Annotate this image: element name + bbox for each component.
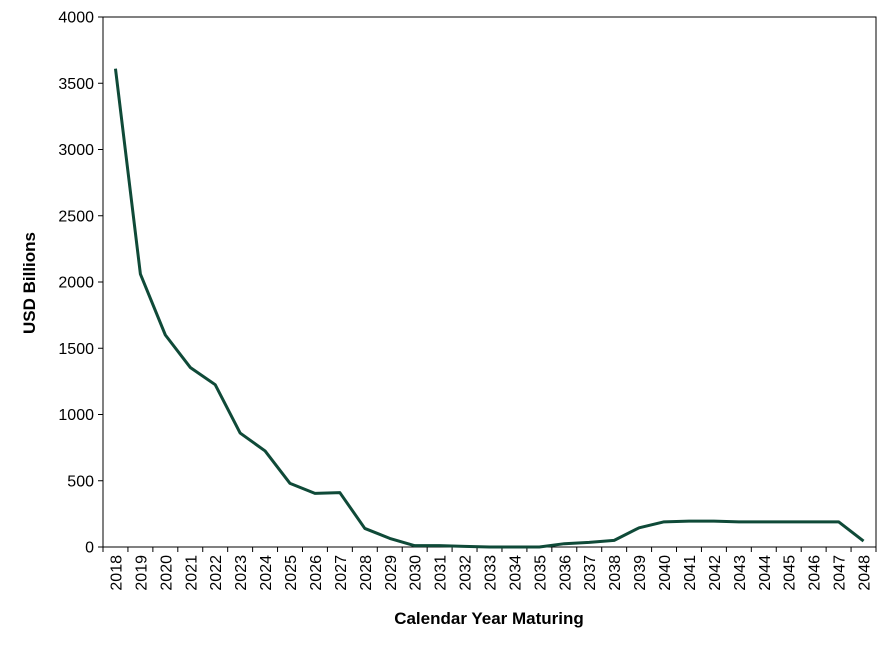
x-tick-label: 2019 [133, 555, 150, 591]
series-layer [113, 68, 865, 549]
y-tick-label: 1000 [58, 407, 94, 424]
x-tick-label: 2020 [158, 555, 175, 591]
x-tick-label: 2034 [507, 555, 524, 591]
x-tick-label: 2041 [682, 555, 699, 591]
x-tick-label: 2035 [532, 555, 549, 591]
y-tick-label: 1500 [58, 341, 94, 358]
x-tick-label: 2037 [582, 555, 599, 591]
y-tick-label: 2500 [58, 208, 94, 225]
x-tick-label: 2022 [208, 555, 225, 591]
x-tick-label: 2036 [557, 555, 574, 591]
x-tick-label: 2018 [108, 555, 125, 591]
x-tick-label: 2021 [183, 555, 200, 591]
x-tick-label: 2028 [358, 555, 375, 591]
x-tick-label: 2048 [857, 555, 874, 591]
x-tick-label: 2031 [433, 555, 450, 591]
x-tick-label: 2043 [732, 555, 749, 591]
x-tick-label: 2030 [408, 555, 425, 591]
x-tick-label: 2029 [383, 555, 400, 591]
y-axis: 0 500 1000 1500 2000 2500 3000 3500 4000 [58, 10, 877, 557]
x-tick-label: 2039 [632, 555, 649, 591]
y-axis-title: USD Billions [20, 232, 39, 334]
x-axis: 2018 2019 2020 2021 2022 2023 2024 2025 2026 2027… [102, 547, 877, 591]
y-tick-label: 0 [85, 540, 94, 557]
y-tick-label: 4000 [58, 10, 94, 27]
x-tick-label: 2033 [483, 555, 500, 591]
y-tick-label: 2000 [58, 275, 94, 292]
x-tick-label: 2026 [308, 555, 325, 591]
x-tick-label: 2023 [233, 555, 250, 591]
x-tick-label: 2032 [458, 555, 475, 591]
y-tick-label: 3500 [58, 76, 94, 93]
x-axis-title: Calendar Year Maturing [394, 609, 584, 628]
x-tick-label: 2046 [807, 555, 824, 591]
x-tick-label: 2027 [333, 555, 350, 591]
x-tick-label: 2025 [283, 555, 300, 591]
x-tick-label: 2047 [832, 555, 849, 591]
y-tick-label: 3000 [58, 142, 94, 159]
y-tick-label: 500 [67, 473, 94, 490]
x-tick-label: 2038 [607, 555, 624, 591]
x-tick-label: 2045 [782, 555, 799, 591]
x-tick-label: 2024 [258, 555, 275, 591]
series-line [113, 68, 865, 549]
x-tick-label: 2042 [707, 555, 724, 591]
x-tick-label: 2044 [757, 555, 774, 591]
plot-frame [102, 16, 877, 548]
x-tick-label: 2040 [657, 555, 674, 591]
